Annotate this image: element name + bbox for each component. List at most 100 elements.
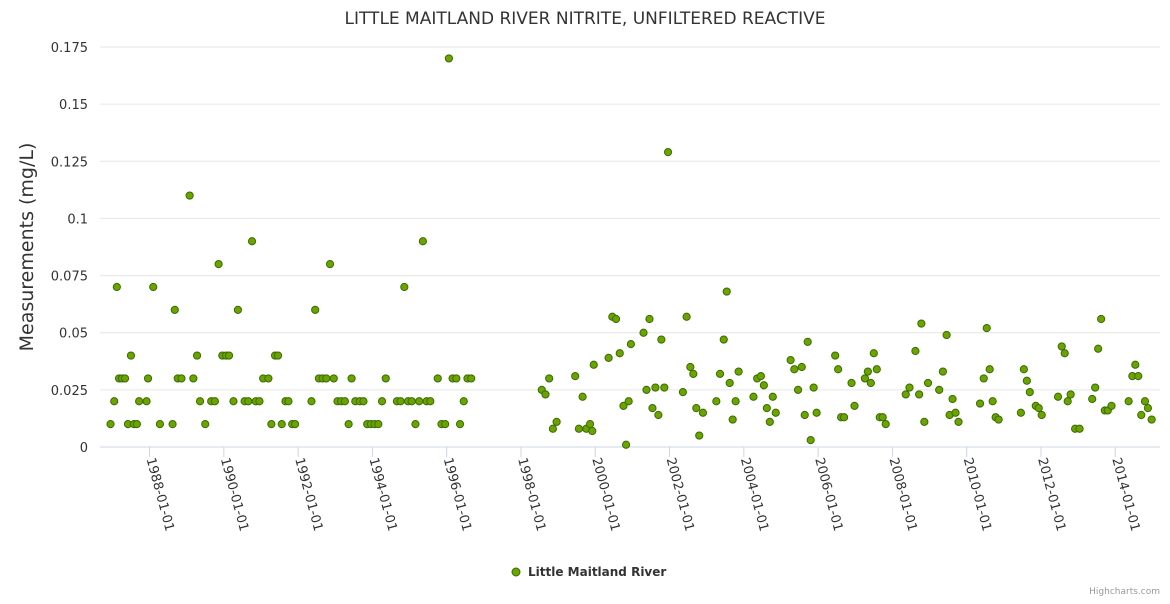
legend-label[interactable]: Little Maitland River [528, 565, 666, 579]
data-point[interactable] [797, 362, 806, 372]
data-point[interactable] [177, 374, 186, 383]
data-point[interactable] [786, 356, 795, 365]
data-point[interactable] [155, 420, 165, 429]
data-point[interactable] [951, 408, 960, 417]
data-point[interactable] [847, 378, 856, 388]
data-point[interactable] [639, 328, 648, 337]
data-point[interactable] [267, 420, 276, 429]
data-point[interactable] [374, 420, 383, 429]
data-point[interactable] [839, 413, 849, 422]
data-point[interactable] [571, 372, 580, 381]
data-point[interactable] [229, 397, 238, 406]
data-point[interactable] [1137, 410, 1146, 420]
data-point[interactable] [860, 374, 869, 383]
data-point[interactable] [284, 397, 293, 406]
data-point[interactable] [911, 346, 920, 356]
data-point[interactable] [1063, 397, 1072, 406]
data-point[interactable] [654, 410, 663, 420]
data-point[interactable] [1107, 401, 1116, 410]
data-point[interactable] [185, 191, 194, 200]
data-point[interactable] [624, 397, 633, 406]
data-point[interactable] [809, 383, 818, 392]
data-point[interactable] [1094, 344, 1103, 353]
data-point[interactable] [120, 374, 130, 383]
data-point[interactable] [1034, 404, 1043, 413]
data-point[interactable] [459, 397, 468, 406]
data-point[interactable] [611, 314, 621, 324]
data-point[interactable] [110, 397, 119, 406]
data-point[interactable] [1019, 365, 1028, 374]
data-point[interactable] [979, 374, 988, 383]
data-point[interactable] [441, 420, 450, 429]
data-point[interactable] [722, 287, 731, 296]
data-point[interactable] [1037, 410, 1046, 420]
data-point[interactable] [985, 365, 994, 374]
data-point[interactable] [291, 420, 300, 429]
data-point[interactable] [1143, 404, 1153, 413]
data-point[interactable] [411, 420, 420, 429]
data-point[interactable] [692, 404, 701, 413]
data-point[interactable] [768, 392, 777, 401]
data-point[interactable] [168, 420, 177, 429]
data-point[interactable] [255, 397, 264, 406]
data-point[interactable] [800, 410, 809, 420]
data-point[interactable] [552, 417, 561, 426]
data-point[interactable] [642, 385, 651, 394]
data-point[interactable] [585, 420, 595, 429]
data-point[interactable] [1097, 314, 1106, 324]
data-point[interactable] [1025, 388, 1034, 397]
data-point[interactable] [452, 374, 461, 383]
data-point[interactable] [651, 383, 660, 392]
data-point[interactable] [189, 374, 198, 383]
data-point[interactable] [1066, 390, 1075, 399]
data-point[interactable] [920, 417, 929, 426]
data-point[interactable] [1022, 376, 1031, 385]
data-point[interactable] [689, 369, 698, 378]
data-point[interactable] [728, 415, 737, 424]
data-point[interactable] [415, 397, 424, 406]
data-point[interactable] [731, 397, 740, 406]
data-point[interactable] [626, 340, 635, 349]
data-point[interactable] [866, 378, 875, 388]
data-point[interactable] [329, 374, 338, 383]
data-point[interactable] [224, 351, 234, 360]
data-point[interactable] [850, 401, 859, 410]
data-point[interactable] [1053, 392, 1063, 401]
data-point[interactable] [444, 54, 453, 63]
data-point[interactable] [663, 148, 673, 157]
data-point[interactable] [1057, 342, 1066, 351]
data-point[interactable] [831, 351, 840, 360]
data-point[interactable] [418, 237, 427, 246]
data-point[interactable] [589, 360, 598, 369]
data-point[interactable] [762, 404, 771, 413]
data-point[interactable] [1147, 415, 1156, 424]
data-point[interactable] [812, 408, 821, 417]
data-point[interactable] [467, 374, 476, 383]
data-point[interactable] [359, 397, 368, 406]
data-point[interactable] [1134, 372, 1143, 381]
data-point[interactable] [765, 417, 774, 426]
data-point[interactable] [170, 305, 179, 314]
data-point[interactable] [210, 397, 219, 406]
data-point[interactable] [340, 397, 349, 406]
data-point[interactable] [834, 365, 843, 374]
data-point[interactable] [135, 397, 144, 406]
data-point[interactable] [790, 365, 799, 374]
data-point[interactable] [915, 390, 924, 399]
data-point[interactable] [273, 351, 283, 360]
data-point[interactable] [455, 420, 465, 429]
data-point[interactable] [719, 335, 728, 344]
data-point[interactable] [988, 397, 997, 406]
data-point[interactable] [1124, 397, 1133, 406]
data-point[interactable] [307, 397, 316, 406]
data-point[interactable] [621, 440, 631, 449]
data-point[interactable] [938, 367, 947, 376]
data-point[interactable] [695, 431, 704, 440]
credits-link[interactable]: Highcharts.com [1089, 587, 1160, 597]
data-point[interactable] [806, 436, 815, 445]
data-point[interactable] [948, 394, 957, 404]
data-point[interactable] [347, 374, 356, 383]
data-point[interactable] [311, 305, 320, 314]
data-point[interactable] [604, 353, 613, 362]
data-point[interactable] [935, 385, 944, 394]
